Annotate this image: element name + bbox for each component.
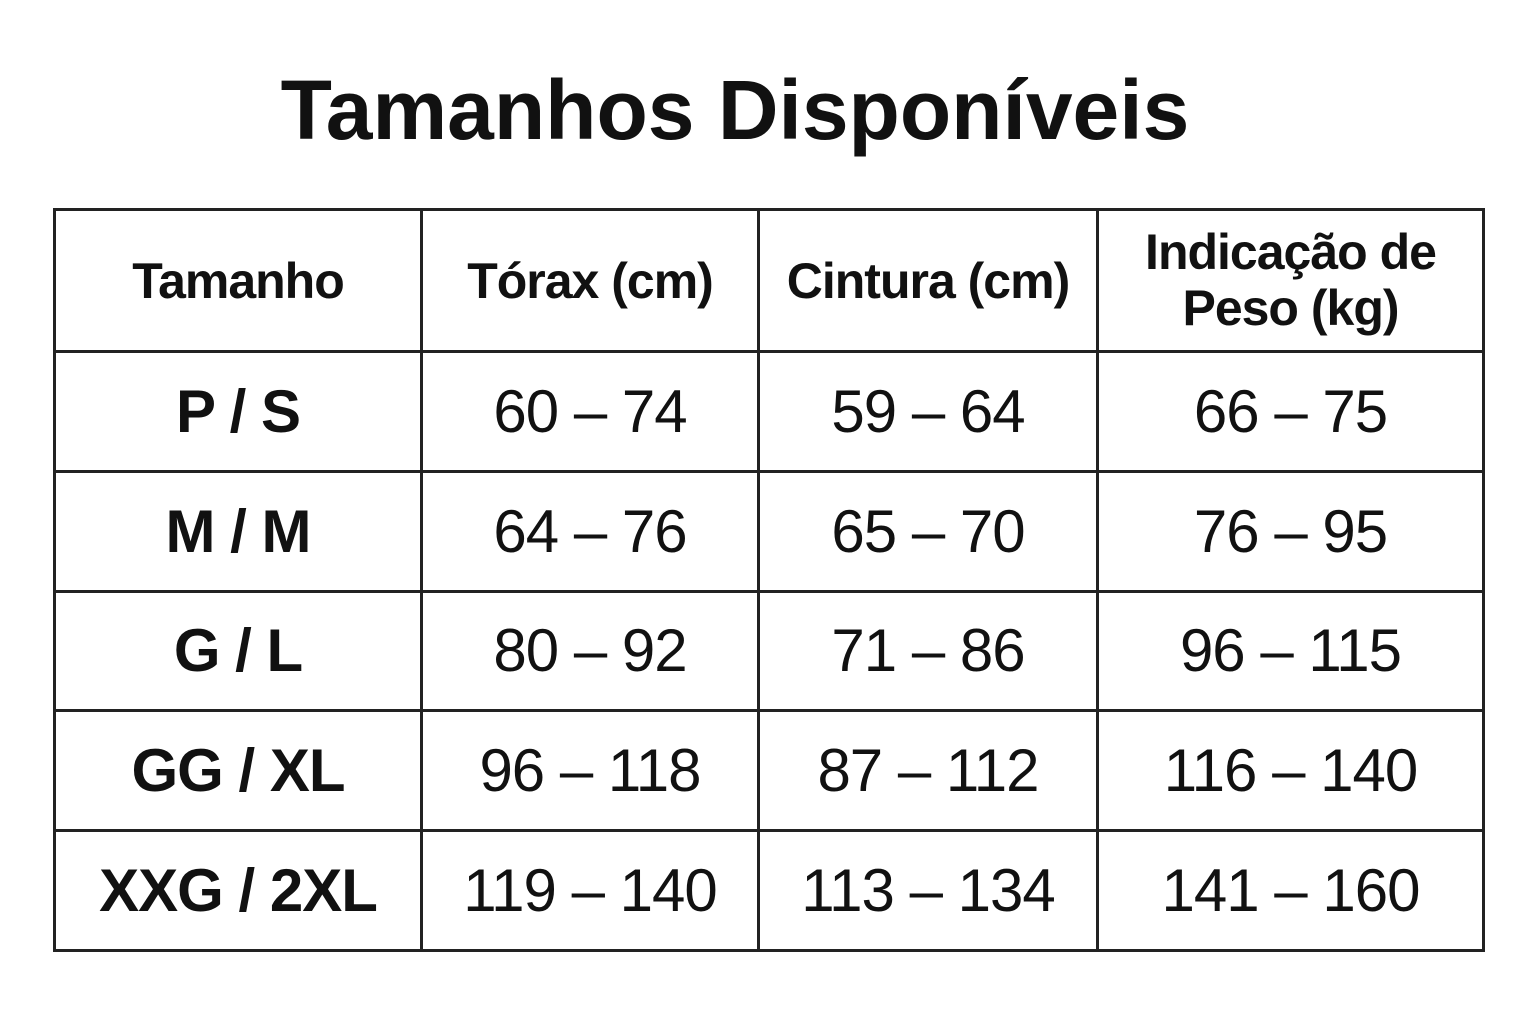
size-table: Tamanho Tórax (cm) Cintura (cm) Indicação d…: [53, 208, 1485, 952]
size-cell: M / M: [53, 469, 423, 593]
header-text: Indicação de Peso (kg): [1145, 224, 1437, 336]
value-cell: 60 – 74: [420, 350, 760, 473]
header-text: Tamanho: [132, 252, 345, 309]
value-cell: 116 – 140: [1096, 709, 1485, 833]
title: Tamanhos Disponíveis: [280, 63, 1190, 157]
value-cell: 87 – 112: [757, 709, 1099, 833]
table-row: M / M 64 – 76 65 – 70 76 – 95: [53, 469, 1485, 593]
header-text: Tórax (cm): [467, 252, 714, 309]
value-cell: 96 – 118: [420, 709, 760, 833]
header-cell: Cintura (cm): [757, 208, 1099, 353]
table-row: XXG / 2XL 119 – 140 113 – 134 141 – 160: [53, 829, 1485, 952]
value-cell: 96 – 115: [1096, 589, 1485, 713]
value-cell: 141 – 160: [1096, 829, 1485, 952]
value-cell: 71 – 86: [757, 589, 1099, 713]
size-cell: GG / XL: [53, 709, 423, 833]
size-cell: G / L: [53, 589, 423, 713]
value-cell: 113 – 134: [757, 829, 1099, 952]
value-cell: 76 – 95: [1096, 469, 1485, 593]
value-cell: 119 – 140: [420, 829, 760, 952]
value-cell: 59 – 64: [757, 350, 1099, 473]
value-cell: 80 – 92: [420, 589, 760, 713]
header-cell: Indicação de Peso (kg): [1096, 208, 1485, 353]
header-cell: Tamanho: [53, 208, 423, 353]
value-cell: 64 – 76: [420, 469, 760, 593]
value-cell: 65 – 70: [757, 469, 1099, 593]
table-row: GG / XL 96 – 118 87 – 112 116 – 140: [53, 709, 1485, 833]
table-row: G / L 80 – 92 71 – 86 96 – 115: [53, 589, 1485, 713]
header-cell: Tórax (cm): [420, 208, 760, 353]
size-cell: XXG / 2XL: [53, 829, 423, 952]
size-cell: P / S: [53, 350, 423, 473]
value-cell: 66 – 75: [1096, 350, 1485, 473]
header-text: Cintura (cm): [786, 252, 1070, 309]
header-row: Tamanho Tórax (cm) Cintura (cm) Indicação d…: [53, 208, 1485, 353]
table-row: P / S 60 – 74 59 – 64 66 – 75: [53, 350, 1485, 473]
